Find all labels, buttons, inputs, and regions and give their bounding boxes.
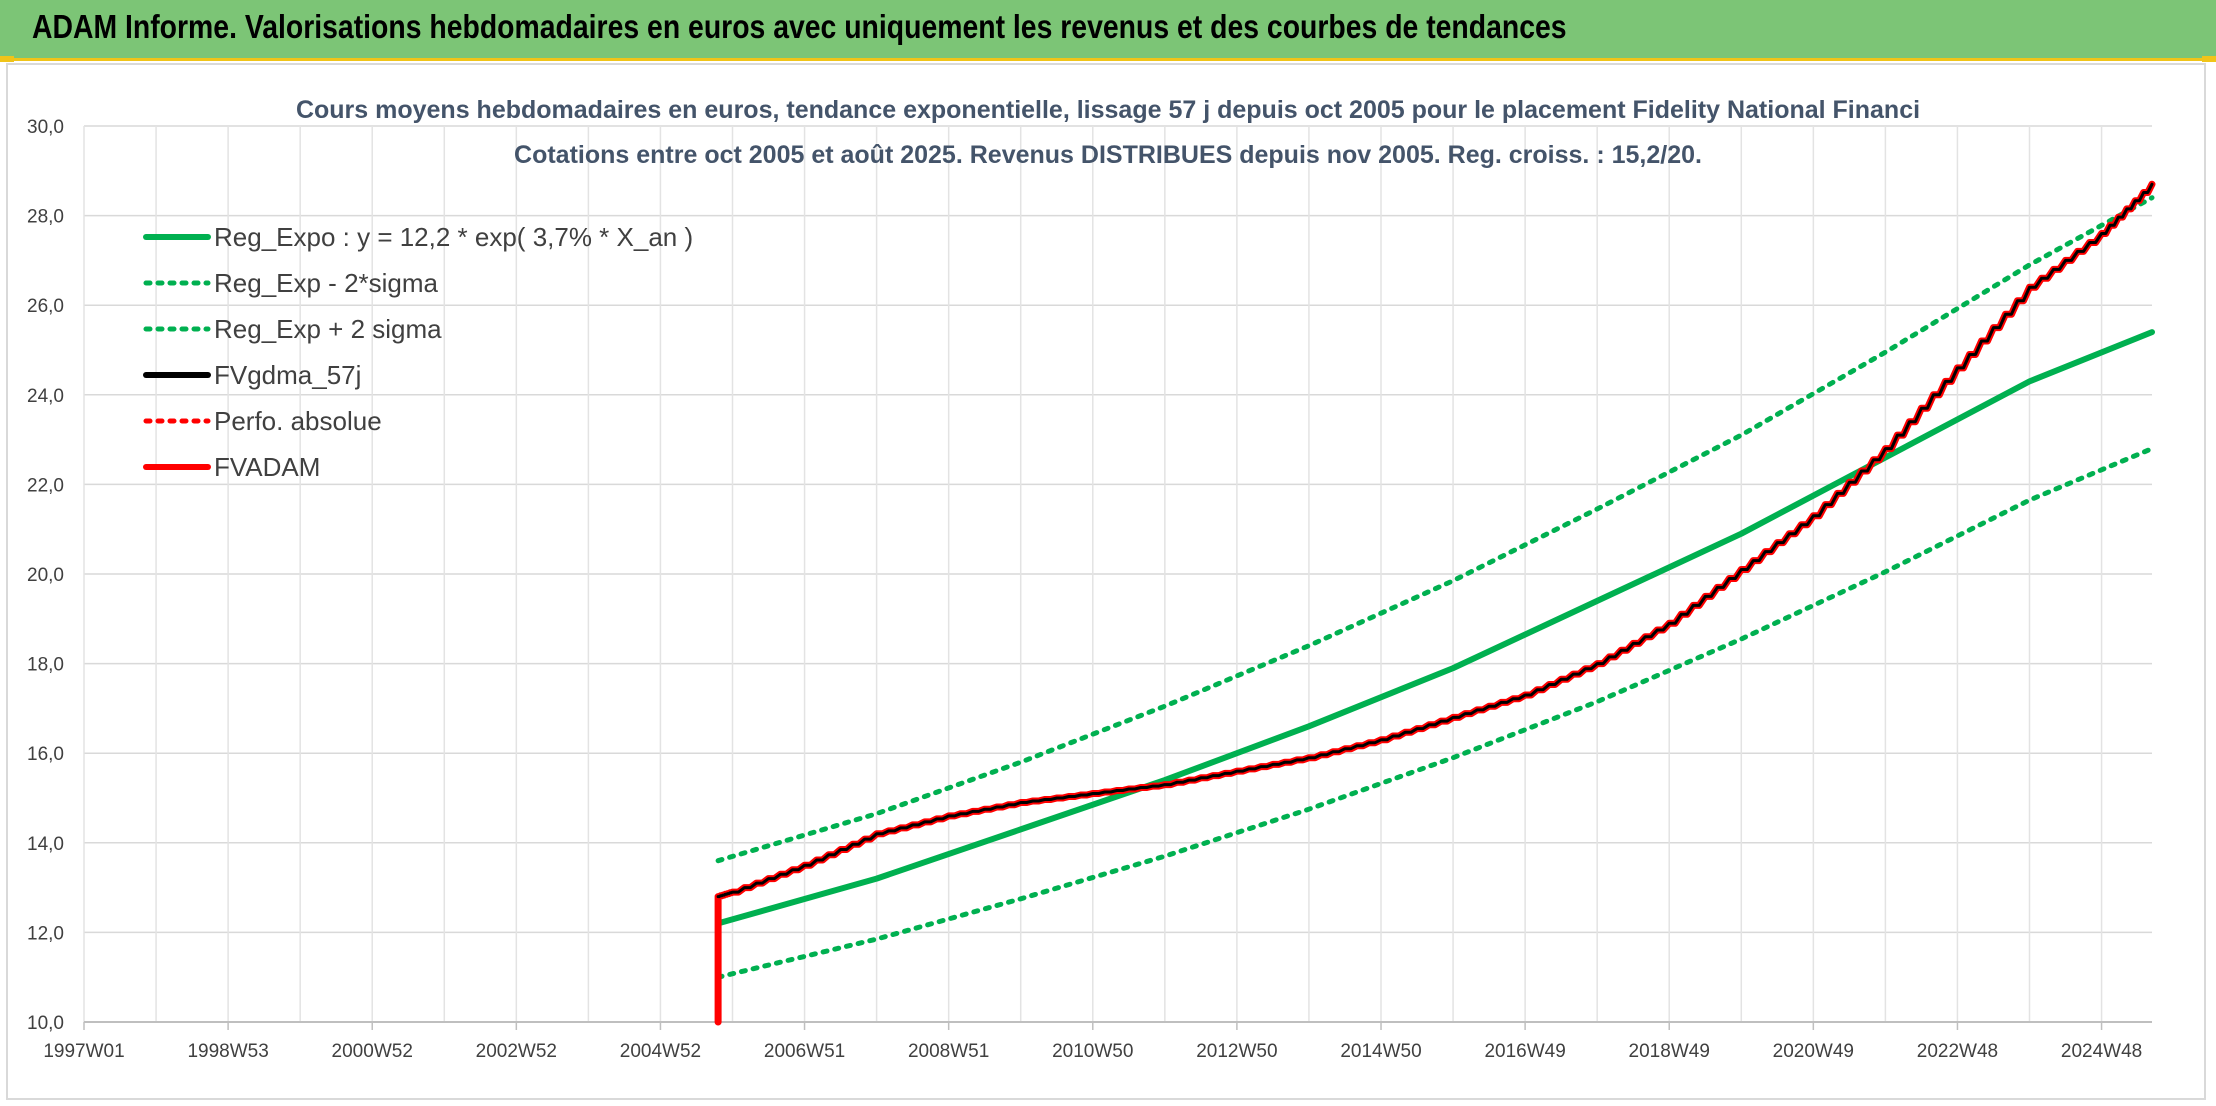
legend: Reg_Expo : y = 12,2 * exp( 3,7% * X_an )… bbox=[143, 222, 693, 482]
series-line-reg-exp-2-sigma bbox=[715, 195, 2155, 864]
x-axis: 1997W01 1998W53 2000W52 2002W52 2004W52 2006W… bbox=[43, 1022, 2142, 1062]
y-tick-label: 20,0 bbox=[27, 565, 64, 586]
x-tick-label: 2006W51 bbox=[764, 1041, 845, 1062]
corner-accent-right bbox=[2202, 56, 2216, 62]
x-tick-label: 2012W50 bbox=[1196, 1041, 1277, 1062]
report-title: ADAM Informe. Valorisations hebdomadaire… bbox=[32, 8, 1567, 45]
y-tick-label: 16,0 bbox=[27, 744, 64, 765]
x-tick-label: 1997W01 bbox=[43, 1041, 124, 1062]
y-tick-label: 22,0 bbox=[27, 475, 64, 496]
legend-label: FVgdma_57j bbox=[214, 360, 361, 390]
chart-subtitle: Cotations entre oct 2005 et août 2025. R… bbox=[514, 141, 1702, 169]
x-tick-label: 2014W50 bbox=[1340, 1041, 1421, 1062]
x-tick-label: 2018W49 bbox=[1629, 1041, 1710, 1062]
x-tick-label: 2022W48 bbox=[1917, 1041, 1998, 1062]
legend-label: Perfo. absolue bbox=[214, 406, 382, 436]
y-tick-label: 12,0 bbox=[27, 923, 64, 944]
series-line-reg-exp-2-sigma bbox=[715, 446, 2155, 980]
series-group bbox=[714, 180, 2156, 1026]
legend-label: Reg_Exp + 2 sigma bbox=[214, 314, 442, 344]
y-tick-label: 14,0 bbox=[27, 834, 64, 855]
y-tick-label: 26,0 bbox=[27, 296, 64, 317]
y-tick-label: 28,0 bbox=[27, 207, 64, 228]
series-line-fvadam bbox=[714, 180, 2156, 1026]
x-tick-label: 2000W52 bbox=[332, 1041, 413, 1062]
series-line-reg-expo-y-12-2-exp-3-7-x-an- bbox=[715, 329, 2155, 927]
series-line-fvgdma-57j bbox=[716, 182, 2154, 899]
x-tick-label: 2002W52 bbox=[476, 1041, 557, 1062]
corner-accent-left bbox=[0, 56, 14, 62]
legend-label: FVADAM bbox=[214, 452, 320, 482]
chart-title: Cours moyens hebdomadaires en euros, ten… bbox=[296, 96, 1920, 124]
x-tick-label: 2020W49 bbox=[1773, 1041, 1854, 1062]
y-axis: 10,0 12,0 14,0 16,0 18,0 20,0 22,0 24,0 26,0 28,0… bbox=[27, 117, 64, 1034]
y-tick-label: 18,0 bbox=[27, 655, 64, 676]
x-tick-label: 2010W50 bbox=[1052, 1041, 1133, 1062]
y-tick-label: 10,0 bbox=[27, 1013, 64, 1034]
y-tick-label: 24,0 bbox=[27, 386, 64, 407]
y-tick-label: 30,0 bbox=[27, 117, 64, 138]
grid bbox=[83, 125, 2152, 1023]
legend-label: Reg_Exp - 2*sigma bbox=[214, 268, 439, 298]
x-tick-label: 2024W48 bbox=[2061, 1041, 2142, 1062]
x-tick-label: 2004W52 bbox=[620, 1041, 701, 1062]
x-tick-label: 2016W49 bbox=[1484, 1041, 1565, 1062]
legend-label: Reg_Expo : y = 12,2 * exp( 3,7% * X_an ) bbox=[214, 222, 693, 252]
header-band: ADAM Informe. Valorisations hebdomadaire… bbox=[0, 0, 2216, 61]
x-tick-label: 1998W53 bbox=[187, 1041, 268, 1062]
x-tick-label: 2008W51 bbox=[908, 1041, 989, 1062]
